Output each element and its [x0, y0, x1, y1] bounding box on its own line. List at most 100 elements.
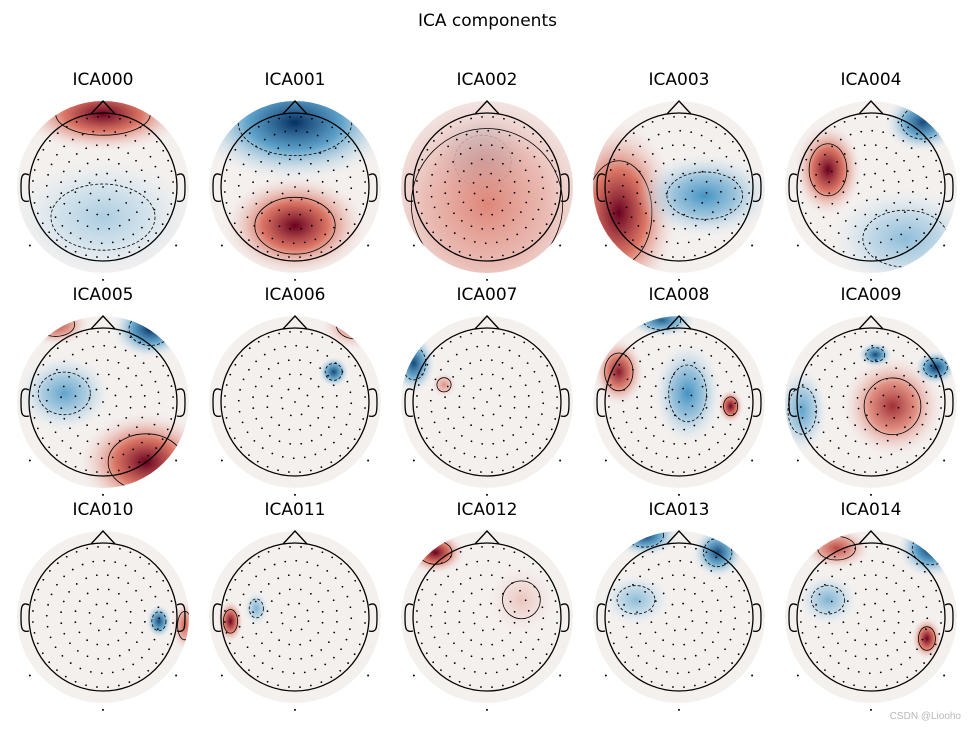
sensor-dot	[896, 434, 899, 436]
sensor-dot	[463, 667, 466, 670]
sensor-dot	[864, 428, 867, 431]
sensor-dot	[533, 155, 536, 158]
sensor-dot	[559, 459, 562, 462]
sensor-dot	[828, 181, 830, 184]
left-ear-outline	[212, 388, 222, 418]
sensor-dot	[327, 589, 329, 592]
sensor-dot	[694, 654, 697, 657]
sensor-dot	[49, 636, 52, 639]
sensor-dot	[542, 402, 545, 405]
sensor-dot	[426, 578, 429, 581]
sensor-dot	[314, 668, 317, 671]
sensor-dot	[896, 681, 899, 684]
sensor-dot	[882, 131, 885, 133]
sensor-dot	[346, 595, 349, 598]
sensor-dot	[75, 120, 78, 123]
sensor-dot	[225, 599, 228, 601]
sensor-dot	[630, 431, 633, 434]
sensor-dot	[117, 209, 120, 212]
component-title: ICA010	[73, 500, 134, 520]
sensor-dot	[810, 148, 813, 151]
sensor-dot	[345, 423, 348, 426]
sensor-dot	[655, 237, 658, 240]
sensor-dot	[662, 209, 665, 212]
sensor-dot	[897, 406, 900, 409]
sensor-dot	[420, 427, 423, 430]
sensor-dot	[710, 355, 713, 357]
sensor-dot	[637, 654, 640, 657]
sensor-dot	[554, 418, 557, 420]
sensor-dot	[353, 223, 356, 226]
sensor-dot	[886, 224, 889, 227]
topomap-field	[17, 101, 189, 273]
sensor-dot	[940, 192, 942, 194]
sensor-dot	[431, 388, 433, 391]
sensor-dot	[556, 611, 559, 613]
sensor-dot	[172, 181, 175, 183]
sensor-dot	[693, 576, 696, 579]
sensor-dot	[270, 631, 273, 634]
sensor-dot	[724, 562, 726, 565]
sensor-dot	[263, 353, 266, 356]
sensor-dot	[86, 440, 89, 443]
positive-region	[793, 122, 863, 218]
sensor-dot	[865, 443, 868, 445]
sensor-dot	[673, 629, 676, 632]
sensor-dot	[613, 588, 616, 591]
sensor-dot	[883, 190, 886, 193]
contour-line	[616, 585, 656, 615]
sensor-dot	[107, 471, 109, 474]
sensor-dot	[268, 649, 271, 652]
sensor-dot	[261, 662, 264, 664]
topomap-field	[593, 316, 765, 488]
left-ear-outline	[788, 603, 798, 633]
sensor-dot	[831, 145, 834, 148]
sensor-dot	[864, 471, 866, 473]
sensor-dot	[253, 224, 256, 227]
sensor-dot	[281, 456, 284, 458]
sensor-dot	[683, 643, 686, 646]
sensor-dot	[353, 653, 356, 656]
sensor-dot	[248, 239, 250, 242]
sensor-dot	[64, 460, 67, 463]
sensor-dot	[693, 639, 696, 642]
sensor-dot	[644, 375, 647, 378]
sensor-dot	[317, 201, 320, 204]
sensor-dot	[731, 232, 734, 234]
sensor-dot	[453, 642, 455, 645]
sensor-dot	[129, 621, 132, 624]
sensor-dot	[63, 145, 66, 148]
sensor-dot	[865, 414, 868, 417]
sensor-dot	[846, 201, 849, 204]
sensor-dot	[266, 610, 269, 613]
sensor-dot	[421, 373, 424, 376]
sensor-dot	[416, 395, 418, 397]
sensor-dot	[925, 198, 927, 201]
sensor-dot	[665, 671, 668, 673]
sensor-dot	[74, 680, 77, 683]
sensor-dot	[715, 126, 718, 129]
sensor-dot	[822, 216, 825, 219]
sensor-dot	[81, 133, 84, 136]
sensor-dot	[661, 684, 663, 687]
sensor-dot	[307, 405, 310, 408]
sensor-dot	[809, 222, 812, 225]
sensor-dot	[908, 226, 911, 229]
sensor-dot	[556, 192, 558, 194]
sensor-dot	[161, 438, 164, 441]
sensor-dot	[645, 427, 647, 430]
sensor-dot	[307, 620, 310, 623]
sensor-dot	[733, 198, 735, 201]
sensor-dot	[701, 416, 704, 419]
sensor-dot	[748, 192, 750, 194]
sensor-dot	[492, 546, 494, 548]
positive-region	[217, 599, 244, 643]
sensor-dot	[876, 413, 879, 416]
sensor-dot	[340, 648, 342, 651]
sensor-dot	[824, 454, 826, 457]
sensor-dot	[700, 564, 703, 567]
sensor-dot	[703, 582, 706, 585]
right-ear-outline	[752, 173, 762, 203]
head-outline	[412, 327, 562, 477]
sensor-dot	[100, 457, 103, 460]
